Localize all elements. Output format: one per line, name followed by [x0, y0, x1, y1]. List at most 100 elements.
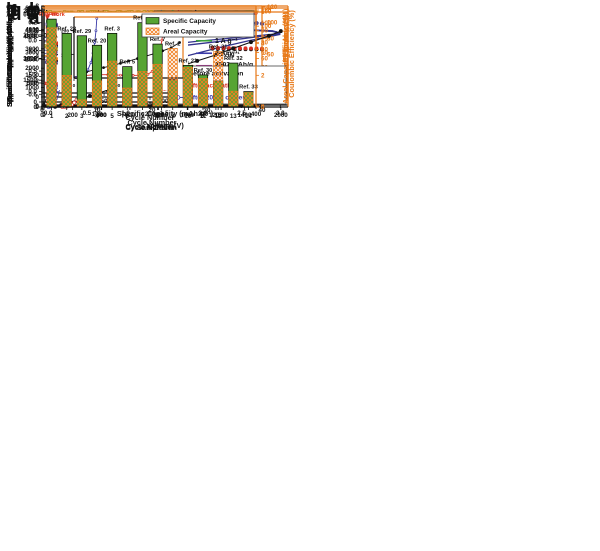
svg-text:60: 60: [261, 56, 268, 63]
svg-text:60: 60: [261, 46, 268, 53]
svg-text:20: 20: [149, 107, 156, 114]
svg-text:2000: 2000: [23, 8, 37, 15]
svg-text:0.5: 0.5: [28, 68, 37, 75]
svg-text:12: 12: [215, 113, 222, 120]
svg-text:3000: 3000: [23, 55, 37, 62]
svg-text:Cycle Number: Cycle Number: [125, 123, 174, 132]
svg-text:1000: 1000: [25, 80, 39, 87]
svg-text:Specific Capacity (mAh cm⁻²): Specific Capacity (mAh cm⁻²): [5, 4, 14, 107]
svg-text:6: 6: [261, 9, 265, 16]
panel-f-label: f: [10, 2, 17, 23]
svg-text:4: 4: [261, 41, 265, 48]
svg-text:1.5: 1.5: [160, 110, 169, 117]
svg-text:1000: 1000: [25, 85, 39, 92]
svg-text:0: 0: [42, 112, 46, 119]
svg-text:80: 80: [267, 36, 274, 43]
svg-text:2: 2: [36, 78, 40, 85]
panel-d-label: d: [10, 4, 22, 25]
svg-text:120: 120: [267, 4, 278, 11]
svg-text:3000: 3000: [25, 46, 39, 53]
svg-text:Ref. 21: Ref. 21: [179, 58, 198, 64]
svg-text:Ref. 3: Ref. 3: [104, 26, 120, 32]
svg-text:60: 60: [261, 50, 268, 57]
svg-text:Ref. 20: Ref. 20: [88, 38, 107, 44]
svg-text:100: 100: [261, 9, 272, 16]
svg-text:5: 5: [110, 113, 114, 120]
svg-text:8: 8: [156, 113, 160, 120]
svg-text:0: 0: [73, 83, 76, 89]
svg-text:400: 400: [96, 112, 107, 119]
svg-text:Cycle Number: Cycle Number: [125, 113, 174, 122]
svg-text:0: 0: [40, 112, 44, 119]
svg-text:4000: 4000: [25, 26, 39, 33]
svg-text:Ref. 5: Ref. 5: [120, 60, 136, 66]
svg-text:800: 800: [153, 112, 164, 119]
svg-text:-0.6: -0.6: [26, 91, 37, 98]
svg-text:1.0: 1.0: [121, 110, 130, 117]
svg-text:500: 500: [27, 80, 38, 87]
svg-text:Specific Capacity (mAh g⁻¹): Specific Capacity (mAh g⁻¹): [5, 5, 14, 102]
svg-text:14: 14: [245, 113, 252, 120]
svg-text:10: 10: [94, 107, 101, 114]
svg-text:500: 500: [97, 112, 108, 119]
svg-text:10: 10: [184, 113, 191, 120]
svg-text:3: 3: [80, 113, 84, 120]
svg-text:6000: 6000: [23, 12, 37, 19]
svg-text:8: 8: [36, 3, 40, 10]
svg-text:60: 60: [267, 51, 274, 58]
svg-text:Current (mA): Current (mA): [5, 35, 14, 81]
svg-text:2000: 2000: [25, 65, 39, 72]
svg-text:120: 120: [261, 7, 272, 14]
svg-text:Sample: Sample: [137, 123, 163, 132]
svg-text:0.0: 0.0: [28, 88, 37, 95]
svg-text:0.5: 0.5: [83, 110, 92, 117]
svg-text:1500: 1500: [23, 77, 37, 84]
svg-text:100: 100: [261, 23, 272, 30]
svg-text:600: 600: [125, 112, 136, 119]
svg-text:0: 0: [36, 94, 40, 101]
panel-a-label: a: [29, 8, 40, 29]
svg-text:0: 0: [42, 111, 46, 118]
svg-text:Specific Capacity (mAh g⁻¹): Specific Capacity (mAh g⁻¹): [117, 109, 214, 118]
svg-text:0.0: 0.0: [44, 110, 53, 117]
svg-text:1000: 1000: [23, 56, 37, 63]
svg-text:2.0: 2.0: [199, 110, 208, 117]
svg-text:2: 2: [65, 113, 69, 120]
svg-text:-0.4: -0.4: [26, 73, 37, 80]
svg-text:Specific Capacity (mAh/g): Specific Capacity (mAh/g): [5, 14, 14, 105]
svg-text:Specific Capacity: Specific Capacity: [163, 18, 216, 25]
svg-text:This work: This work: [38, 12, 65, 18]
svg-text:1000: 1000: [155, 112, 169, 119]
svg-text:1.0: 1.0: [28, 48, 37, 55]
panel-h-label: h: [6, 0, 18, 21]
svg-text:1500: 1500: [25, 72, 39, 79]
svg-text:4500: 4500: [25, 27, 39, 34]
svg-text:3.0: 3.0: [276, 110, 285, 117]
svg-text:9: 9: [171, 113, 175, 120]
svg-text:0.2 A g⁻¹: 0.2 A g⁻¹: [215, 51, 239, 58]
svg-text:5000: 5000: [25, 7, 39, 14]
svg-text:0: 0: [40, 107, 44, 114]
svg-text:Areal Capacity: Areal Capacity: [163, 28, 208, 35]
svg-text:Coulombic Efficiency (%): Coulombic Efficiency (%): [281, 14, 290, 102]
svg-text:1000: 1000: [180, 112, 194, 119]
svg-text:2: 2: [261, 72, 265, 79]
svg-text:30: 30: [204, 107, 211, 114]
svg-text:Areal Capacity (mAh/cm²): Areal Capacity (mAh/cm²): [281, 15, 290, 104]
svg-text:6000: 6000: [25, 5, 39, 12]
svg-text:Ref. 2: Ref. 2: [165, 41, 181, 47]
svg-text:100: 100: [261, 20, 272, 27]
svg-text:Ref. 29: Ref. 29: [73, 29, 92, 35]
svg-text:Coulombic Efficiency (%): Coulombic Efficiency (%): [287, 10, 296, 98]
svg-text:-Z''/ohm: -Z''/ohm: [5, 43, 14, 71]
svg-text:1500: 1500: [214, 112, 228, 119]
svg-text:Z'/ohm: Z'/ohm: [153, 123, 177, 132]
panel-h: h 1 This work 2 Ref. 28 3 Ref. 29 4 Ref. 20 5 Ref…: [0, 0, 300, 143]
svg-text:100: 100: [267, 20, 278, 27]
svg-text:300: 300: [198, 111, 209, 118]
svg-text:2000: 2000: [274, 112, 288, 119]
svg-text:1.5: 1.5: [28, 27, 37, 34]
svg-text:0: 0: [36, 104, 40, 111]
svg-text:Ref. 32: Ref. 32: [224, 56, 243, 62]
